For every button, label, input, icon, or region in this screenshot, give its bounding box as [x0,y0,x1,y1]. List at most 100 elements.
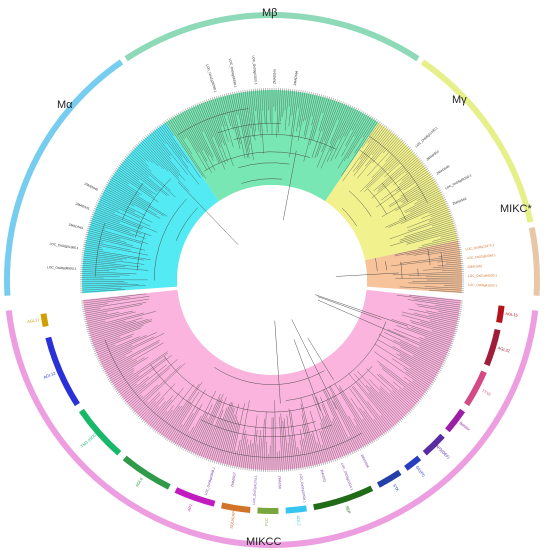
subclade-band-sep [313,485,374,511]
branch-tip-mikcc [194,397,221,456]
branch-tip-malpha [147,134,181,173]
branch-tip-mikcc [83,312,108,318]
clade-sector-mgamma [325,122,458,261]
leaf-label-mikcc: LOC_Os07g41370.1 [252,475,258,505]
branch-tip-mikcc [300,439,306,470]
branch-tip-malpha [114,169,155,198]
branch-tip-mikcc [410,322,456,337]
branch-tip-mikcc [412,355,442,371]
branch-tip-mgamma [406,210,452,229]
branch-tip-mbeta [222,94,231,127]
branch-tip-mikcc [255,444,258,472]
branch-tip-mbeta [224,93,234,130]
branch-tip-malpha [100,192,146,216]
branch-tip-mikcc [93,333,134,350]
branch-tip-mgamma [406,230,458,245]
branch-tip-mgamma [381,184,439,217]
branch-tip-mbeta [341,120,379,177]
branch-tip-mikcc [434,305,462,310]
branch-tip-mikcc [87,321,126,333]
subclade-band-agl12 [45,336,80,407]
subclade-label-sep: SEP [345,505,352,514]
branch-tip-mikcc [168,405,193,443]
branch-tip-mikcc [390,393,411,413]
leaf-label-malpha: ZMADS41 [75,202,90,211]
branch-tip-mikcc [216,407,234,464]
branch-tip-mikcc [244,444,249,471]
branch-tip-mikcc [408,308,460,320]
branch-tip-mikcc [81,296,150,306]
subclade-label-flc: FLC [264,518,269,526]
subclade-band-glo-pi [404,455,422,471]
branch-tip-malpha [155,127,199,185]
branch-tip-mikcc [279,450,281,472]
branch-arc-mikcc [285,321,387,401]
branch-tip-mikcc [165,401,191,440]
branch-tip-mikcc [381,368,422,401]
branch-tip-mbeta [282,88,285,118]
branch-tip-mgamma [400,180,437,203]
branch-inner [314,294,409,327]
branch-tip-mbeta [208,98,225,146]
branch-tip-mikcc [328,386,363,450]
branch-tip-malpha [151,130,188,175]
leaf-label-mikc-star: LOC_Os08g41950.1 [468,283,498,288]
branch-tip-mbeta [339,106,356,140]
branch-tip-mikcc [317,442,324,465]
branch-tip-mikc-star [429,289,464,293]
branch-tip-mbeta [190,105,204,132]
branch-tip-mikcc [300,450,304,470]
branch-tip-mgamma [357,132,396,179]
branch-tip-mikcc [170,424,183,444]
branch-tip-mbeta [280,88,283,122]
leaf-label-mikcc: ZMADS2 [320,469,327,483]
branch-tip-mikcc [210,402,231,462]
branch-tip-mikcc [140,383,176,421]
branch-arc-mikcc [200,419,333,437]
branch-tip-mikcc [236,400,250,469]
branch-tip-mikcc [391,319,455,341]
branch-tip-mikc-star [438,253,463,257]
branch-tip-mikcc [106,360,137,379]
branch-tip-mbeta [265,88,268,133]
branch-tip-mikcc [379,364,424,399]
branch-tip-mgamma [430,208,451,217]
branch-tip-mbeta [326,105,354,163]
branch-tip-mikcc [419,341,450,354]
branch-tip-mbeta [187,107,214,162]
branch-tip-mikcc [186,412,207,453]
branch-tip-mbeta [320,104,350,169]
branch-tip-mikcc [83,304,143,316]
branch-tip-mgamma [393,161,424,186]
branch-tip-mgamma [353,128,391,176]
branch-tip-mgamma [400,202,448,224]
branch-tip-mikcc [332,421,348,457]
branch-tip-mgamma [400,175,434,197]
branch-tip-mikc-star [406,244,461,256]
branch-tip-mbeta [174,114,208,170]
branch-tip-malpha [81,256,145,265]
branch-tip-mgamma [432,234,459,242]
branch-tip-mikcc [99,333,165,366]
branch-arc-mgamma [367,188,387,215]
branch-tip-mikc-star [437,259,463,263]
subclade-band-tm3-soc1 [78,408,122,456]
branch-arc-mbeta [233,134,337,150]
branch-tip-mikcc [96,335,147,358]
branch-tip-malpha [101,191,129,206]
branch-tip-mikcc [185,390,216,452]
branch-tip-mikcc [413,298,463,306]
branch-tip-mikcc [286,415,294,471]
branch-tip-malpha [103,187,161,219]
branch-arc-malpha [122,182,144,220]
branch-tip-mbeta [291,89,296,116]
branch-tip-mikcc [175,407,199,447]
branch-tip-malpha [137,142,164,170]
branch-tip-malpha [129,151,152,172]
subclade-band-squa-ap1 [220,502,251,513]
branch-tip-mikc-star [408,282,464,285]
branch-tip-mgamma [409,195,445,213]
branch-tip-malpha [87,225,148,244]
branch-tip-malpha [87,227,142,244]
